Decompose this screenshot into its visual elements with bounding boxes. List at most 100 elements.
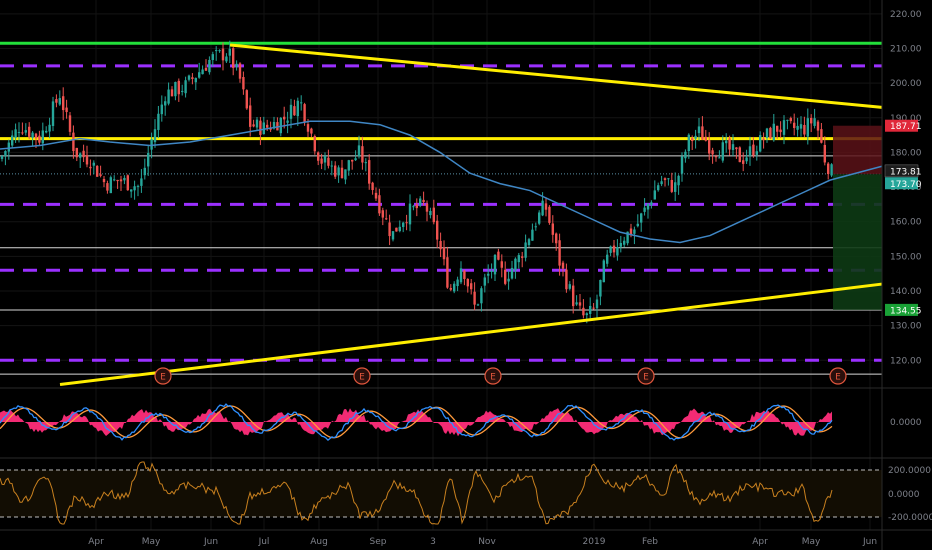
candle-body bbox=[405, 222, 408, 224]
candle-body bbox=[82, 150, 85, 158]
horizontal-levels[interactable] bbox=[0, 41, 882, 375]
candle-body bbox=[449, 288, 452, 290]
price-tag-box bbox=[885, 303, 918, 316]
candle-body bbox=[779, 129, 782, 133]
candle-body bbox=[31, 132, 34, 138]
candle-body bbox=[293, 106, 296, 116]
candle-body bbox=[296, 100, 299, 117]
price-tick-label: 150.00 bbox=[890, 252, 922, 262]
earnings-marker[interactable] bbox=[154, 367, 172, 385]
candle-body bbox=[626, 231, 629, 244]
stop-zone[interactable] bbox=[833, 125, 882, 175]
position-box[interactable] bbox=[833, 125, 882, 310]
candle-body bbox=[55, 99, 58, 103]
candle-body bbox=[204, 67, 208, 71]
candle-body bbox=[337, 167, 340, 176]
candle-body bbox=[28, 126, 31, 137]
cci-band bbox=[0, 470, 882, 517]
candle-body bbox=[572, 285, 575, 307]
candle-body bbox=[640, 213, 643, 223]
lower-trendline[interactable] bbox=[59, 282, 883, 387]
candle-body bbox=[21, 132, 24, 134]
time-tick-label: Feb bbox=[642, 537, 658, 547]
candle-body bbox=[330, 165, 333, 167]
candle-body bbox=[45, 130, 48, 133]
candle-body bbox=[412, 206, 415, 208]
candle-body bbox=[245, 90, 248, 109]
candle-body bbox=[510, 267, 514, 279]
candle-body bbox=[592, 307, 595, 309]
earnings-marker[interactable] bbox=[484, 367, 502, 385]
candle-body bbox=[548, 206, 551, 223]
candle-body bbox=[623, 240, 626, 245]
time-tick-label: May bbox=[142, 537, 161, 547]
candle-body bbox=[368, 160, 371, 184]
candle-body bbox=[827, 163, 830, 175]
candle-body bbox=[272, 122, 276, 129]
candle-body bbox=[38, 135, 41, 143]
candle-body bbox=[731, 144, 735, 151]
price-tag-box bbox=[885, 119, 918, 132]
candle-body bbox=[714, 156, 718, 158]
candle-body bbox=[79, 153, 82, 158]
candle-body bbox=[558, 240, 561, 266]
earnings-marker[interactable] bbox=[637, 367, 655, 385]
earnings-marker-label: E bbox=[490, 373, 496, 383]
candle-body bbox=[663, 178, 667, 180]
cci-tick-label: -200.0000 bbox=[888, 513, 932, 523]
candle-body bbox=[374, 192, 378, 199]
candle-body bbox=[585, 313, 588, 316]
candle-body bbox=[89, 166, 92, 169]
candle-body bbox=[490, 270, 493, 272]
candle-body bbox=[371, 182, 374, 191]
candle-body bbox=[357, 145, 361, 157]
candle-body bbox=[232, 48, 235, 68]
earnings-marker[interactable] bbox=[829, 367, 847, 385]
candle-body bbox=[218, 50, 221, 52]
time-tick-label: Jul bbox=[258, 537, 270, 547]
candle-body bbox=[517, 255, 520, 263]
candle-body bbox=[691, 138, 694, 142]
candle-body bbox=[684, 151, 687, 159]
candle-body bbox=[323, 156, 327, 163]
candle-body bbox=[85, 155, 89, 165]
candle-body bbox=[408, 203, 412, 225]
candle-body bbox=[810, 117, 813, 124]
candle-body bbox=[225, 56, 228, 62]
earnings-marker[interactable] bbox=[353, 367, 371, 385]
candle-body bbox=[493, 254, 497, 275]
candle-body bbox=[415, 204, 418, 209]
upper-trendline[interactable] bbox=[229, 43, 883, 109]
candle-body bbox=[755, 151, 758, 155]
trendlines[interactable] bbox=[59, 43, 883, 387]
candle-body bbox=[75, 147, 78, 158]
oscillator-tick-label: 0.0000 bbox=[890, 418, 922, 428]
candle-body bbox=[735, 147, 738, 150]
candle-body bbox=[524, 242, 527, 258]
candle-body bbox=[334, 165, 337, 177]
price-tick-label: 120.00 bbox=[890, 356, 922, 366]
candle-body bbox=[742, 160, 745, 164]
candle-body bbox=[803, 124, 806, 135]
candle-body bbox=[255, 119, 259, 128]
candle-body bbox=[796, 125, 799, 130]
candle-body bbox=[177, 80, 180, 95]
candle-body bbox=[14, 129, 17, 138]
time-tick-label: Apr bbox=[88, 537, 104, 547]
candle-body bbox=[470, 283, 473, 290]
candle-body bbox=[364, 162, 367, 164]
candle-body bbox=[782, 120, 786, 135]
candle-body bbox=[119, 179, 123, 182]
candle-body bbox=[41, 130, 44, 144]
candle-body bbox=[340, 167, 344, 179]
candle-body bbox=[160, 104, 163, 115]
price-tick-label: 220.00 bbox=[890, 10, 922, 20]
cci-tick-label: 0.0000 bbox=[888, 490, 920, 500]
candle-body bbox=[51, 101, 55, 127]
candle-body bbox=[701, 126, 704, 140]
candle-body bbox=[653, 190, 656, 200]
candle-body bbox=[157, 113, 160, 130]
oscillator-slow-line bbox=[0, 405, 833, 439]
